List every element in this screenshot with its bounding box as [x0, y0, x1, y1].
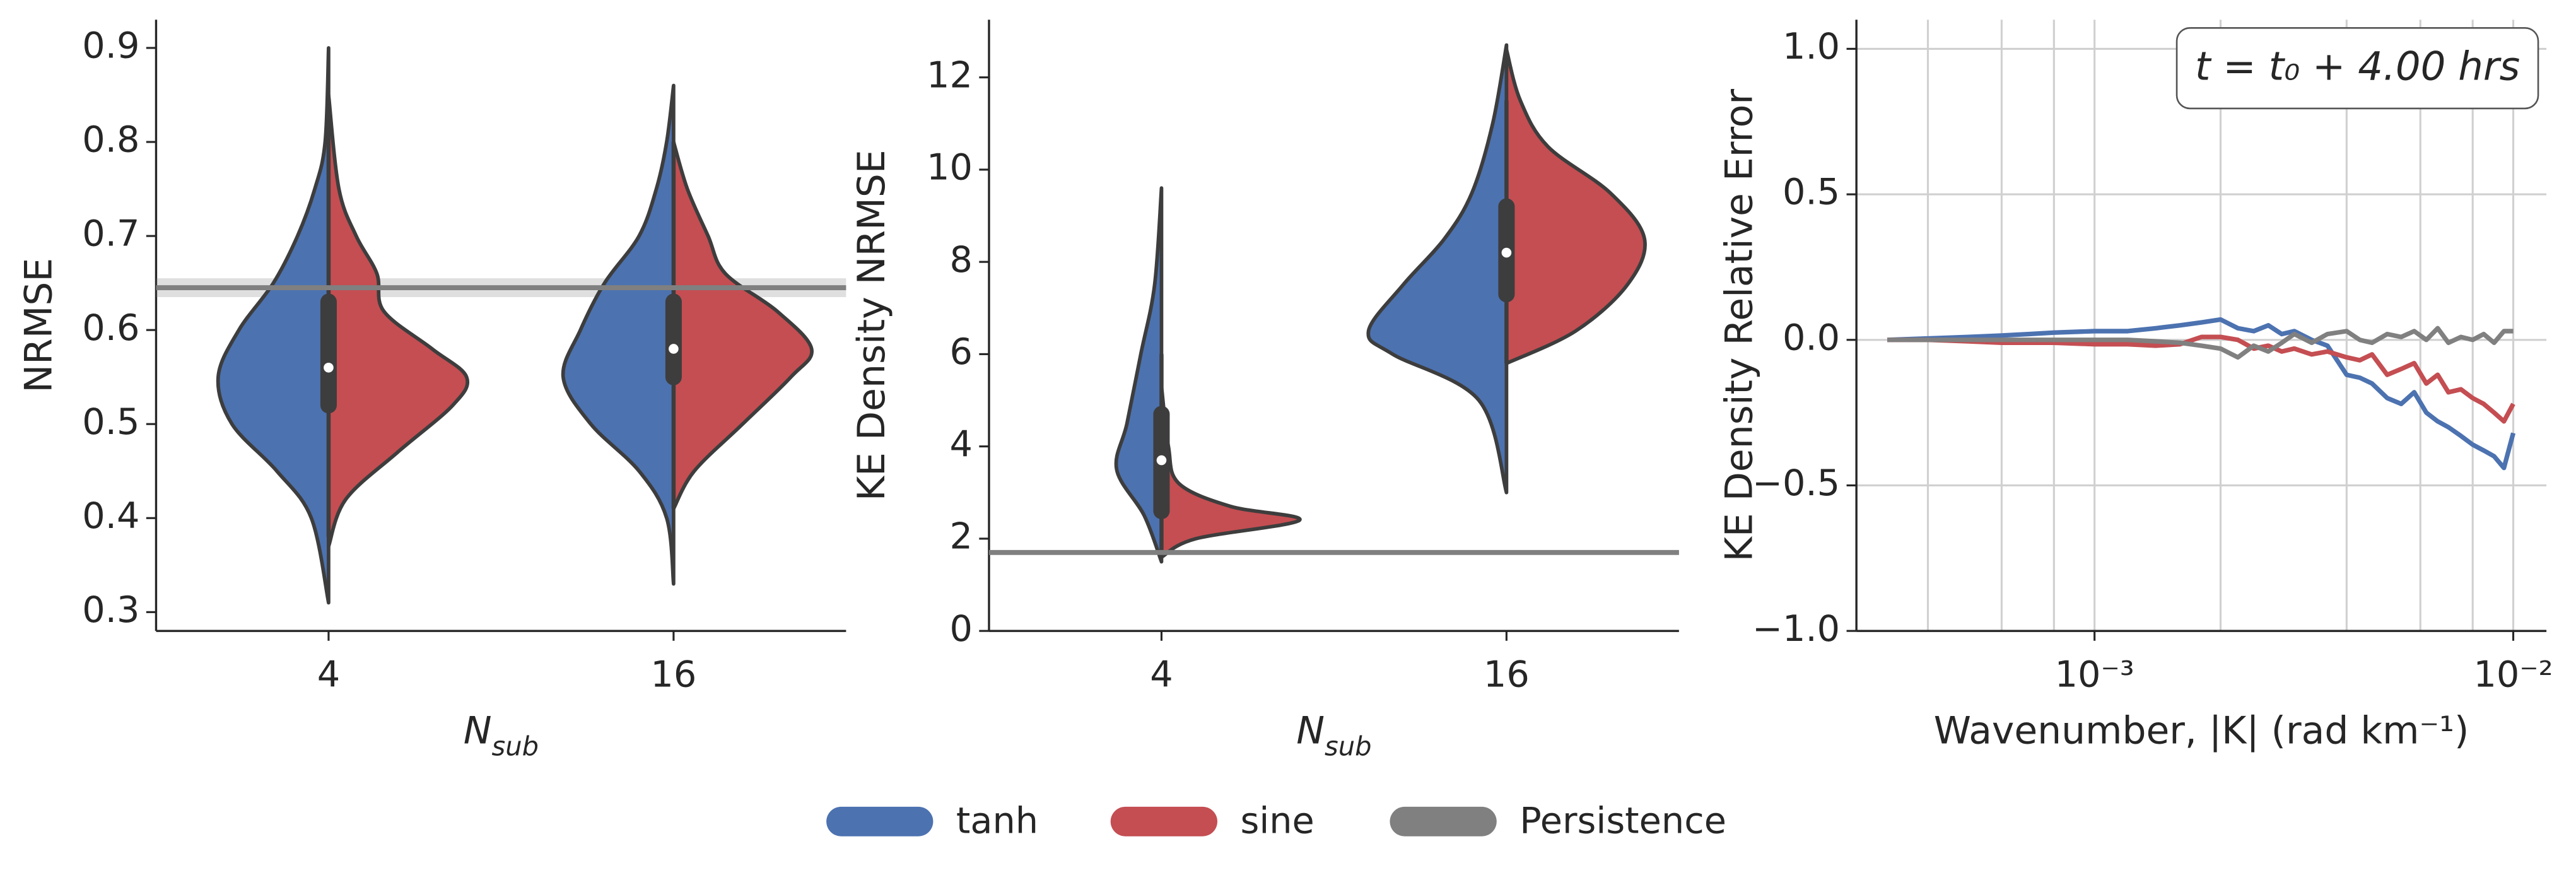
violin-half: [1504, 47, 1647, 365]
x-tick-label: 4: [317, 654, 340, 696]
violin-half: [1366, 43, 1509, 495]
legend-label: Persistence: [1519, 800, 1726, 842]
x-axis-label: Nsub: [464, 708, 539, 761]
median: [1156, 455, 1167, 466]
y-tick-label: 1.0: [1783, 25, 1840, 67]
legend-label: sine: [1240, 800, 1314, 842]
y-tick-label: −1.0: [1752, 607, 1840, 650]
x-axis-label: Wavenumber, |K| (rad km⁻¹): [1934, 708, 2469, 753]
y-tick-label: 0.4: [82, 495, 139, 537]
x-tick-label: 4: [1150, 654, 1173, 696]
y-tick-label: 0: [949, 607, 972, 650]
x-axis-label-main: Wavenumber, |K| (rad km⁻¹): [1934, 708, 2469, 753]
line-series: [1887, 334, 2515, 424]
y-tick-label: 0.6: [82, 307, 139, 349]
line-series: [1887, 326, 2514, 360]
legend: tanh sine Persistence: [826, 800, 1726, 842]
x-tick-label: 16: [1484, 654, 1530, 696]
y-axis-label: KE Density NRMSE: [850, 150, 894, 501]
y-tick-label: 0.7: [82, 213, 139, 255]
median: [669, 344, 679, 354]
x-axis-label: Nsub: [1296, 708, 1371, 761]
x-axis-label-sub: sub: [1325, 730, 1372, 761]
y-axis-label: NRMSE: [17, 258, 61, 393]
x-tick-label: 10⁻³: [2055, 654, 2134, 696]
legend-swatch: [826, 806, 934, 836]
y-tick-label: −0.5: [1752, 462, 1840, 504]
line-series: [1887, 317, 2516, 471]
legend-swatch: [1390, 806, 1497, 836]
y-tick-label: 8: [949, 238, 972, 281]
violin-half: [327, 93, 470, 548]
y-tick-label: 0.5: [82, 401, 139, 443]
y-tick-label: 0.5: [1783, 171, 1840, 213]
annotation: t = t₀ + 4.00 hrs: [2195, 43, 2520, 89]
x-axis-label-sub: sub: [492, 730, 539, 761]
y-tick-label: 0.0: [1783, 316, 1840, 358]
legend-swatch: [1110, 806, 1218, 836]
y-tick-label: 4: [949, 423, 972, 465]
y-tick-label: 0.3: [82, 589, 139, 631]
y-tick-label: 2: [949, 515, 972, 558]
y-tick-label: 6: [949, 331, 972, 373]
violin-half: [216, 46, 331, 605]
y-axis-label: KE Density Relative Error: [1717, 89, 1761, 562]
median: [324, 362, 334, 373]
violin-half: [1114, 186, 1164, 564]
median: [1501, 247, 1512, 258]
violin-half: [672, 140, 814, 511]
legend-label: tanh: [956, 800, 1038, 842]
annotation-box: [2175, 26, 2539, 110]
violin-half: [1159, 384, 1302, 560]
y-tick-label: 12: [927, 54, 973, 96]
violin-half: [561, 83, 676, 586]
x-tick-label: 10⁻²: [2473, 654, 2553, 696]
y-tick-label: 10: [927, 146, 973, 189]
x-axis-label-main: N: [1296, 708, 1325, 753]
y-tick-label: 0.8: [82, 119, 139, 161]
x-axis-label-main: N: [464, 708, 492, 753]
x-tick-label: 16: [650, 654, 696, 696]
y-tick-label: 0.9: [82, 25, 139, 67]
